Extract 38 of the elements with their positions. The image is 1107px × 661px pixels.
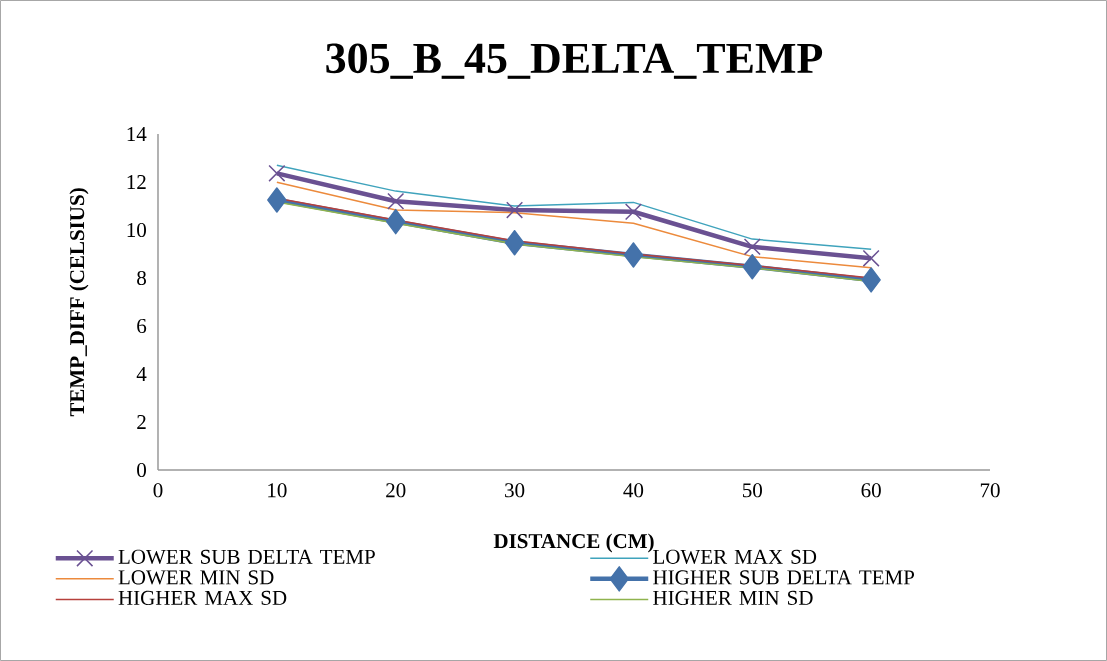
legend-label: HIGHER MIN SD — [653, 590, 813, 605]
y-tick-label: 4 — [136, 367, 147, 381]
point — [623, 242, 644, 268]
line-series — [276, 164, 872, 250]
x-tick-label: 20 — [386, 483, 406, 498]
y-axis-title: TEMP_DIFF (CELSIUS) — [69, 188, 89, 417]
chart-title: 305_B_45_DELTA_TEMP — [326, 43, 823, 79]
y-tick-label: 10 — [127, 222, 146, 238]
point — [743, 238, 761, 256]
y-tick-label: 6 — [137, 318, 147, 334]
y-tick-label: 14 — [127, 127, 147, 141]
legend-label: LOWER MIN SD — [118, 570, 274, 585]
x-tick-label: 30 — [505, 483, 525, 498]
y-tick-label: 8 — [137, 270, 146, 286]
x-tick-label: 70 — [980, 483, 1000, 498]
x-tick-label: 50 — [743, 483, 762, 498]
point — [385, 208, 406, 235]
point — [624, 203, 642, 221]
y-tick-label: 2 — [137, 415, 146, 429]
point — [267, 187, 287, 213]
legend-label: LOWER MAX SD — [653, 549, 817, 565]
point — [861, 267, 881, 293]
x-tick-label: 40 — [623, 483, 644, 498]
x-tick-label: 60 — [861, 483, 881, 498]
point — [862, 249, 880, 267]
legend-label: HIGHER SUB DELTA TEMP — [653, 570, 915, 585]
legend-label: LOWER SUB DELTA TEMP — [118, 549, 375, 565]
point — [268, 164, 286, 182]
point — [742, 253, 763, 280]
point — [504, 229, 525, 256]
point — [506, 201, 524, 219]
point — [387, 192, 405, 210]
x-tick-label: 10 — [268, 483, 287, 498]
x-axis-title: DISTANCE (CM) — [493, 533, 654, 553]
y-tick-label: 0 — [137, 462, 146, 478]
y-tick-label: 12 — [127, 175, 146, 189]
legend-label: HIGHER MAX SD — [118, 590, 287, 605]
x-tick-label: 0 — [153, 483, 163, 498]
